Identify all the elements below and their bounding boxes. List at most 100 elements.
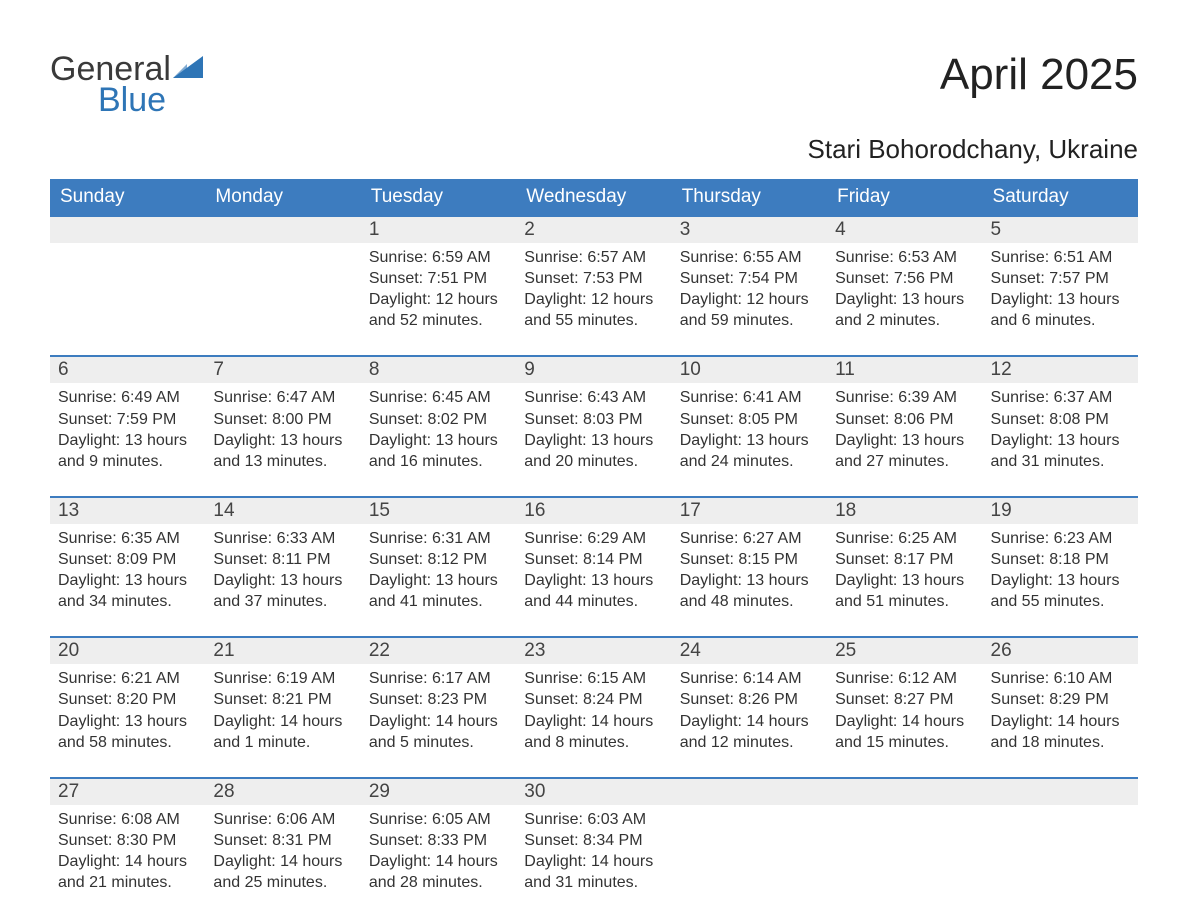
day-number-cell: 9 — [516, 356, 671, 383]
daylight-text: Daylight: 13 hours and 16 minutes. — [369, 430, 508, 472]
day-number-cell: 18 — [827, 497, 982, 524]
day-content: Sunrise: 6:55 AMSunset: 7:54 PMDaylight:… — [672, 243, 827, 355]
day-number-cell — [983, 778, 1138, 805]
day-content-cell: Sunrise: 6:10 AMSunset: 8:29 PMDaylight:… — [983, 664, 1138, 777]
sunrise-text: Sunrise: 6:31 AM — [369, 528, 508, 549]
day-content-cell: Sunrise: 6:39 AMSunset: 8:06 PMDaylight:… — [827, 383, 982, 496]
sunrise-text: Sunrise: 6:57 AM — [524, 247, 663, 268]
day-content: Sunrise: 6:53 AMSunset: 7:56 PMDaylight:… — [827, 243, 982, 355]
daylight-text: Daylight: 13 hours and 48 minutes. — [680, 570, 819, 612]
sunrise-text: Sunrise: 6:03 AM — [524, 809, 663, 830]
sunrise-text: Sunrise: 6:37 AM — [991, 387, 1130, 408]
day-content — [50, 243, 205, 353]
day-content: Sunrise: 6:51 AMSunset: 7:57 PMDaylight:… — [983, 243, 1138, 355]
day-number: 14 — [205, 498, 360, 524]
day-content-cell: Sunrise: 6:59 AMSunset: 7:51 PMDaylight:… — [361, 243, 516, 356]
day-number-cell: 26 — [983, 637, 1138, 664]
day-number: 2 — [516, 217, 671, 243]
day-number: 29 — [361, 779, 516, 805]
day-number-cell: 4 — [827, 216, 982, 243]
sunset-text: Sunset: 7:51 PM — [369, 268, 508, 289]
day-content-cell: Sunrise: 6:23 AMSunset: 8:18 PMDaylight:… — [983, 524, 1138, 637]
sunset-text: Sunset: 8:27 PM — [835, 689, 974, 710]
col-header: Saturday — [983, 179, 1138, 216]
daylight-text: Daylight: 14 hours and 15 minutes. — [835, 711, 974, 753]
sunset-text: Sunset: 8:34 PM — [524, 830, 663, 851]
day-content-cell: Sunrise: 6:33 AMSunset: 8:11 PMDaylight:… — [205, 524, 360, 637]
day-content-cell: Sunrise: 6:12 AMSunset: 8:27 PMDaylight:… — [827, 664, 982, 777]
day-number: 28 — [205, 779, 360, 805]
sunrise-text: Sunrise: 6:06 AM — [213, 809, 352, 830]
sunset-text: Sunset: 8:26 PM — [680, 689, 819, 710]
daylight-text: Daylight: 13 hours and 20 minutes. — [524, 430, 663, 472]
day-number: 10 — [672, 357, 827, 383]
day-number: 19 — [983, 498, 1138, 524]
day-number — [50, 217, 205, 221]
page-subtitle: Stari Bohorodchany, Ukraine — [50, 134, 1138, 165]
day-number-cell: 16 — [516, 497, 671, 524]
daylight-text: Daylight: 13 hours and 41 minutes. — [369, 570, 508, 612]
day-content: Sunrise: 6:45 AMSunset: 8:02 PMDaylight:… — [361, 383, 516, 495]
day-number-cell: 27 — [50, 778, 205, 805]
sunrise-text: Sunrise: 6:19 AM — [213, 668, 352, 689]
day-content: Sunrise: 6:43 AMSunset: 8:03 PMDaylight:… — [516, 383, 671, 495]
week-content-row: Sunrise: 6:08 AMSunset: 8:30 PMDaylight:… — [50, 805, 1138, 917]
day-number-cell: 13 — [50, 497, 205, 524]
day-content-cell: Sunrise: 6:55 AMSunset: 7:54 PMDaylight:… — [672, 243, 827, 356]
header: General Blue April 2025 — [50, 50, 1138, 128]
week-daynum-row: 6789101112 — [50, 356, 1138, 383]
day-number-cell — [205, 216, 360, 243]
day-number-cell: 17 — [672, 497, 827, 524]
day-number: 8 — [361, 357, 516, 383]
sunrise-text: Sunrise: 6:17 AM — [369, 668, 508, 689]
daylight-text: Daylight: 12 hours and 55 minutes. — [524, 289, 663, 331]
day-content-cell: Sunrise: 6:41 AMSunset: 8:05 PMDaylight:… — [672, 383, 827, 496]
day-number-cell: 19 — [983, 497, 1138, 524]
sunrise-text: Sunrise: 6:08 AM — [58, 809, 197, 830]
logo-sail-icon — [173, 50, 203, 89]
weekday-header-row: Sunday Monday Tuesday Wednesday Thursday… — [50, 179, 1138, 216]
week-daynum-row: 12345 — [50, 216, 1138, 243]
day-number: 17 — [672, 498, 827, 524]
sunset-text: Sunset: 8:18 PM — [991, 549, 1130, 570]
day-content-cell: Sunrise: 6:35 AMSunset: 8:09 PMDaylight:… — [50, 524, 205, 637]
day-content: Sunrise: 6:27 AMSunset: 8:15 PMDaylight:… — [672, 524, 827, 636]
day-number: 20 — [50, 638, 205, 664]
day-content: Sunrise: 6:23 AMSunset: 8:18 PMDaylight:… — [983, 524, 1138, 636]
day-number-cell: 3 — [672, 216, 827, 243]
daylight-text: Daylight: 13 hours and 34 minutes. — [58, 570, 197, 612]
day-number-cell: 8 — [361, 356, 516, 383]
day-content-cell — [827, 805, 982, 917]
day-content: Sunrise: 6:19 AMSunset: 8:21 PMDaylight:… — [205, 664, 360, 776]
daylight-text: Daylight: 14 hours and 5 minutes. — [369, 711, 508, 753]
day-number-cell: 2 — [516, 216, 671, 243]
sunrise-text: Sunrise: 6:51 AM — [991, 247, 1130, 268]
day-content-cell: Sunrise: 6:27 AMSunset: 8:15 PMDaylight:… — [672, 524, 827, 637]
day-content-cell: Sunrise: 6:17 AMSunset: 8:23 PMDaylight:… — [361, 664, 516, 777]
week-content-row: Sunrise: 6:21 AMSunset: 8:20 PM Daylight:… — [50, 664, 1138, 777]
day-content: Sunrise: 6:10 AMSunset: 8:29 PMDaylight:… — [983, 664, 1138, 776]
sunrise-text: Sunrise: 6:10 AM — [991, 668, 1130, 689]
sunset-text: Sunset: 8:05 PM — [680, 409, 819, 430]
col-header: Monday — [205, 179, 360, 216]
sunrise-text: Sunrise: 6:15 AM — [524, 668, 663, 689]
day-content-cell: Sunrise: 6:05 AMSunset: 8:33 PMDaylight:… — [361, 805, 516, 917]
sunset-text: Sunset: 8:02 PM — [369, 409, 508, 430]
daylight-text: Daylight: 12 hours and 52 minutes. — [369, 289, 508, 331]
sunrise-text: Sunrise: 6:49 AM — [58, 387, 197, 408]
week-daynum-row: 13141516171819 — [50, 497, 1138, 524]
sunrise-text: Sunrise: 6:21 AM — [58, 668, 197, 689]
sunrise-text: Sunrise: 6:47 AM — [213, 387, 352, 408]
day-content: Sunrise: 6:59 AMSunset: 7:51 PMDaylight:… — [361, 243, 516, 355]
sunrise-text: Sunrise: 6:43 AM — [524, 387, 663, 408]
day-content — [672, 805, 827, 915]
sunrise-text: Sunrise: 6:14 AM — [680, 668, 819, 689]
day-content-cell: Sunrise: 6:37 AMSunset: 8:08 PMDaylight:… — [983, 383, 1138, 496]
day-number: 21 — [205, 638, 360, 664]
day-number-cell: 15 — [361, 497, 516, 524]
sunset-text: Sunset: 8:20 PM — [58, 689, 197, 710]
logo-text-blue: Blue — [98, 81, 166, 119]
day-number-cell — [827, 778, 982, 805]
sunrise-text: Sunrise: 6:53 AM — [835, 247, 974, 268]
day-content: Sunrise: 6:12 AMSunset: 8:27 PMDaylight:… — [827, 664, 982, 776]
